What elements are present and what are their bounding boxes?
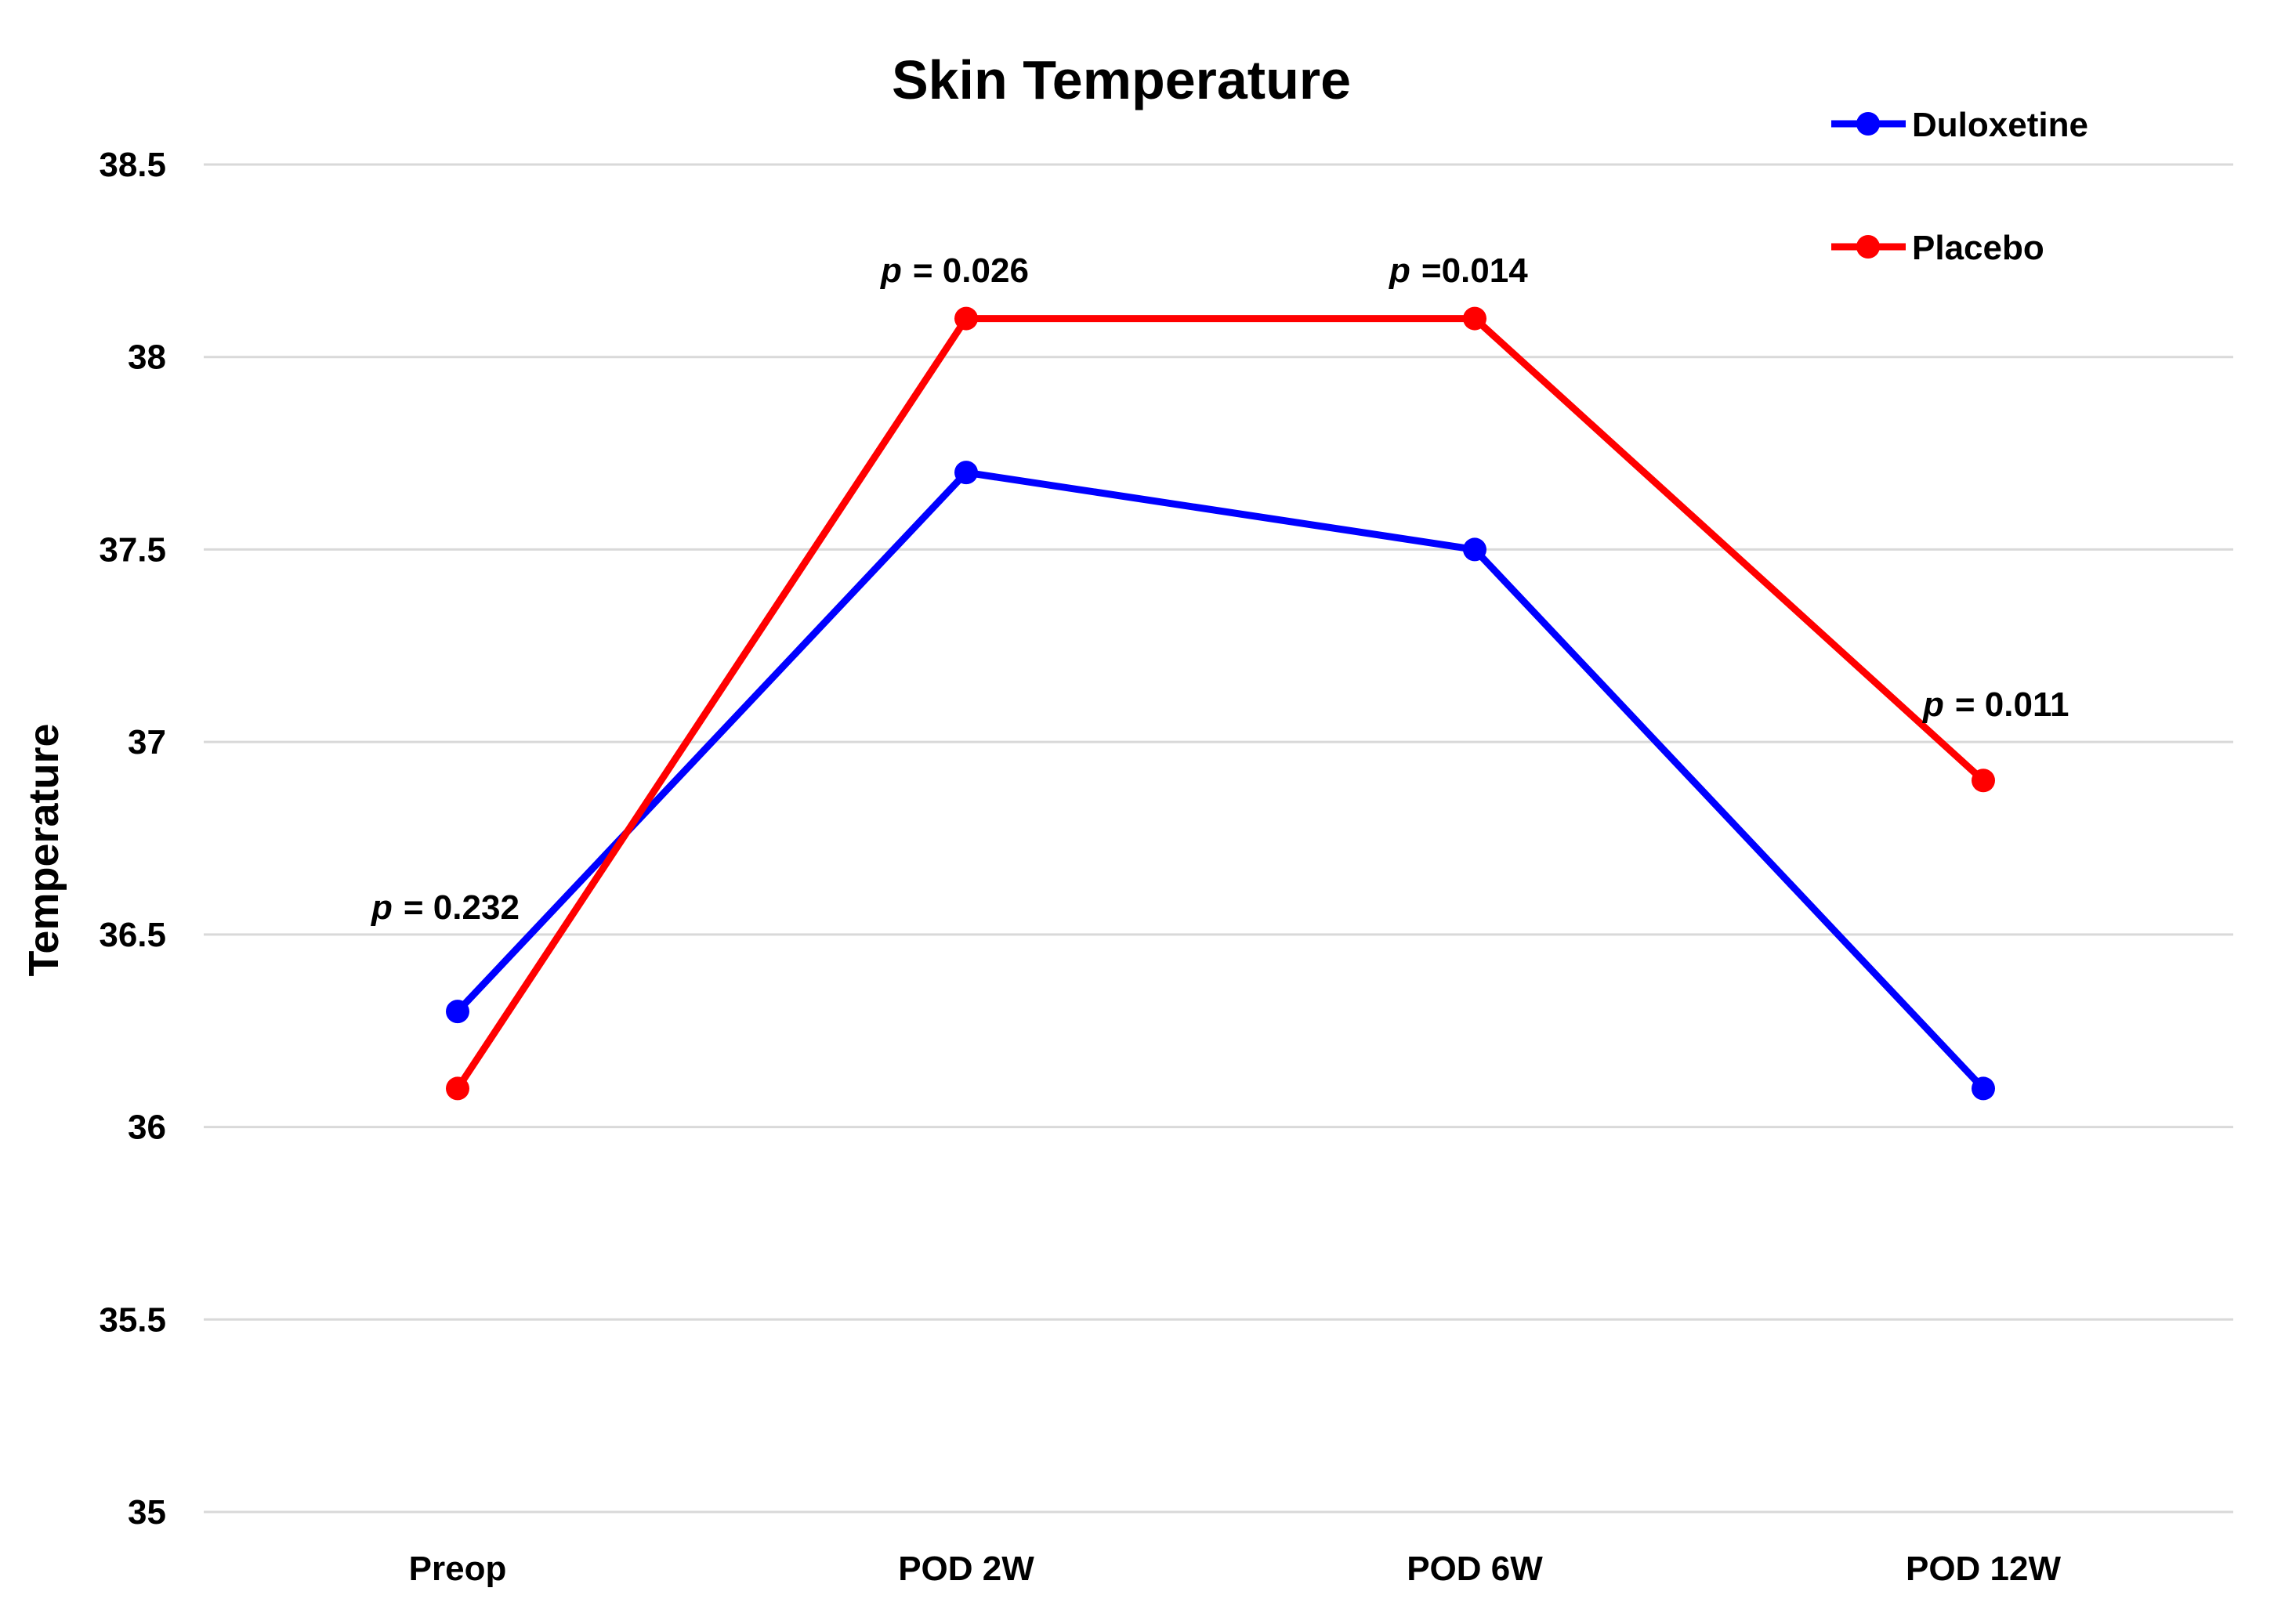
p-value-annotation: p = 0.011 [1922,685,2069,724]
p-symbol: p [371,888,393,927]
x-tick-label: POD 2W [898,1550,1034,1588]
data-point [1463,306,1486,331]
p-symbol: p [880,251,902,290]
grid-lines [204,163,2233,1514]
legend: Duloxetine Placebo [1831,106,2088,267]
data-point [446,1076,469,1101]
y-tick-label: 38 [128,338,166,377]
data-point [1972,1076,1995,1101]
y-axis-label: Temperature [20,723,67,976]
y-tick-label: 38.5 [99,146,166,184]
data-point [954,461,978,485]
legend-item-duloxetine: Duloxetine [1831,106,2088,144]
x-tick-label: Preop [409,1550,507,1588]
y-axis-ticks: 35 35.5 36 36.5 37 37.5 38 38.5 [99,146,166,1532]
series-duloxetine [446,461,1995,1101]
p-value: = 0.011 [1955,685,2069,724]
y-tick-label: 35 [128,1493,166,1532]
p-symbol: p [1389,251,1410,290]
y-tick-label: 36 [128,1109,166,1147]
x-tick-label: POD 6W [1407,1550,1543,1588]
p-value: =0.014 [1421,251,1528,290]
x-axis-ticks: Preop POD 2W POD 6W POD 12W [409,1550,2062,1588]
legend-item-placebo: Placebo [1831,229,2044,267]
y-tick-label: 37.5 [99,530,166,569]
p-value-annotation: p =0.014 [1389,251,1528,290]
legend-label: Placebo [1912,229,2044,267]
y-tick-label: 36.5 [99,916,166,954]
data-point [1972,769,1995,793]
p-value: = 0.026 [913,251,1029,290]
chart-title: Skin Temperature [892,49,1351,110]
y-tick-label: 35.5 [99,1300,166,1339]
data-point [1463,537,1486,562]
series-line [454,468,1987,1092]
p-value: = 0.232 [404,888,520,927]
legend-marker [1856,235,1880,259]
p-value-annotation: p = 0.232 [371,888,520,927]
y-tick-label: 37 [128,723,166,761]
p-value-annotation: p = 0.026 [880,251,1029,290]
series-placebo [446,306,1995,1101]
series-lines [446,306,1995,1101]
x-tick-label: POD 12W [1906,1550,2062,1588]
series-line [454,315,1987,1092]
p-value-annotations: p = 0.232 p = 0.026 p =0.014 p = 0.011 [371,251,2069,927]
legend-marker [1856,112,1880,136]
data-point [446,1000,469,1024]
p-symbol: p [1922,685,1944,724]
data-point [954,306,978,331]
legend-label: Duloxetine [1912,106,2088,144]
